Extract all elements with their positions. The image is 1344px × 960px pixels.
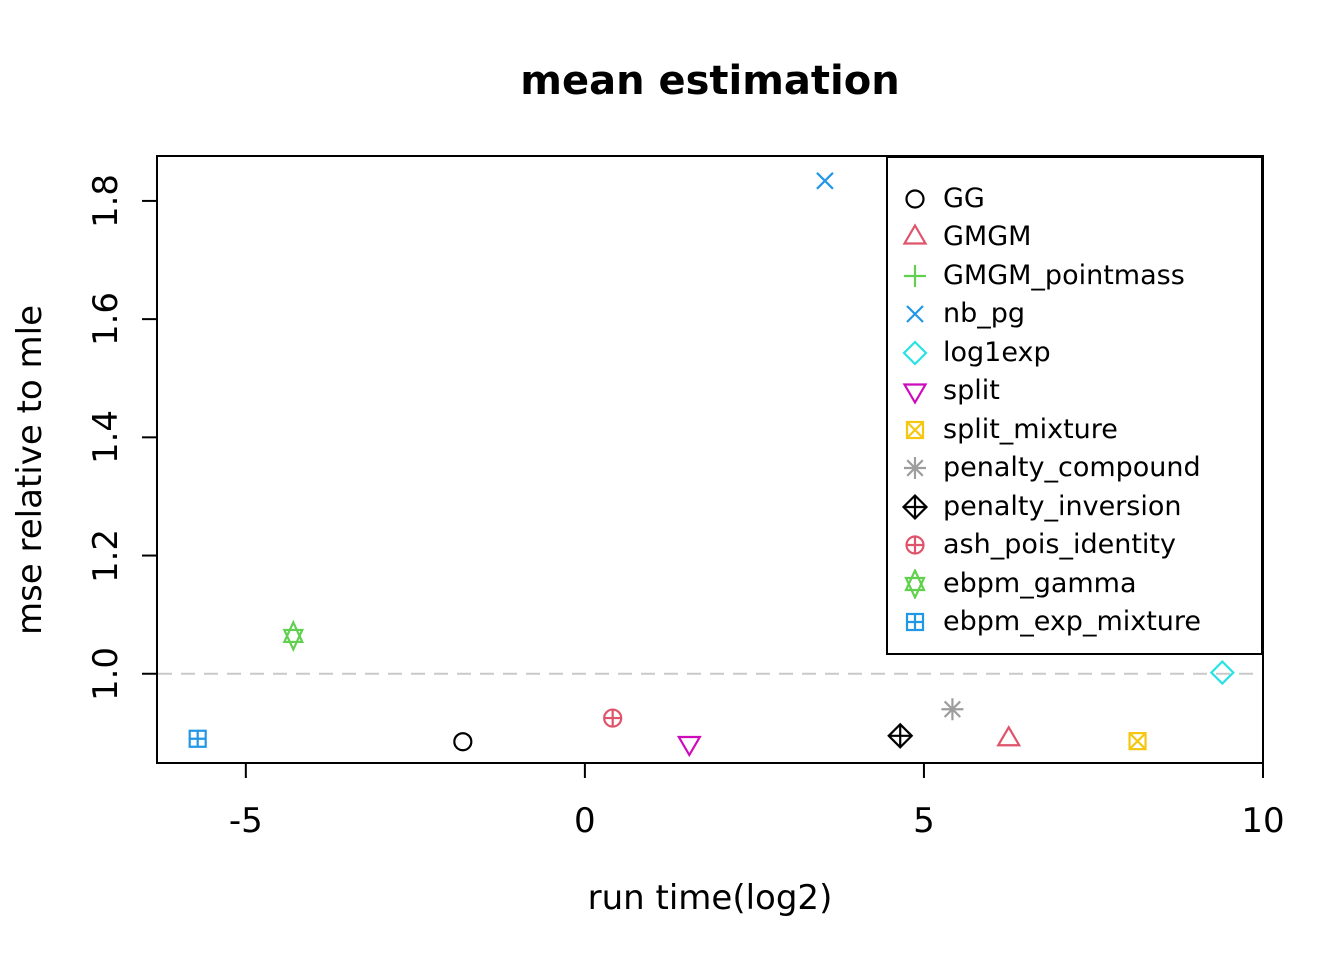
y-tick-label: 1.2 (86, 528, 126, 583)
legend-item-label: log1exp (943, 336, 1051, 368)
legend-item: log1exp (888, 334, 1261, 372)
legend-item: ash_pois_identity (888, 526, 1261, 564)
y-tick-label: 1.8 (86, 173, 126, 228)
data-point-marker (188, 729, 207, 748)
y-tick-label: 1.4 (86, 410, 126, 465)
chart-title: mean estimation (520, 58, 900, 104)
star-of-david-legend-icon (900, 567, 930, 603)
plot-border (156, 155, 1264, 764)
square-x-legend-icon (900, 415, 930, 449)
diamond-plus-legend-icon (900, 492, 930, 526)
square-plus-legend-icon (900, 607, 930, 641)
data-point-marker (453, 732, 473, 752)
legend-item: GMGM_pointmass (888, 257, 1261, 295)
data-point-marker (1209, 660, 1235, 686)
x-tick-label: 10 (1241, 801, 1285, 841)
x-axis-label: run time(log2) (587, 878, 833, 918)
x-legend-icon (900, 299, 930, 333)
triangle-up-legend-icon (900, 222, 930, 256)
legend-item-label: penalty_inversion (943, 490, 1182, 522)
y-tick-label: 1.6 (86, 292, 126, 347)
triangle-down-legend-icon (900, 376, 930, 410)
data-point-marker (282, 619, 305, 653)
data-point-marker (941, 698, 964, 721)
legend-item-label: split (943, 375, 1000, 407)
circle-plus-legend-icon (900, 530, 930, 564)
x-tick-label: -5 (228, 801, 263, 841)
legend-item-label: GG (943, 183, 985, 214)
data-point-marker (603, 708, 623, 728)
legend-item: ebpm_exp_mixture (888, 603, 1261, 641)
axis-ticks (142, 199, 1264, 778)
legend-item-label: ebpm_gamma (943, 567, 1137, 599)
asterisk-legend-icon (900, 453, 930, 487)
legend-item-label: nb_pg (943, 298, 1026, 330)
plus-legend-icon (900, 261, 930, 295)
legend-item-label: penalty_compound (943, 452, 1201, 484)
diamond-legend-icon (900, 338, 930, 372)
legend-item: GG (888, 180, 1261, 218)
legend: GG GMGM GMGM_pointmass nb_pg log1exp split spl… (886, 156, 1263, 655)
legend-item: ebpm_gamma (888, 565, 1261, 603)
legend-item-label: split_mixture (943, 413, 1118, 445)
x-tick-label: 5 (913, 801, 935, 841)
legend-item-label: ebpm_exp_mixture (943, 605, 1202, 637)
x-tick-label: 0 (574, 801, 596, 841)
data-point-marker (887, 722, 914, 749)
legend-item-label: GMGM (943, 221, 1032, 253)
data-point-marker (816, 172, 834, 190)
data-point-marker (1128, 732, 1147, 751)
legend-item: split_mixture (888, 411, 1261, 449)
legend-item-label: ash_pois_identity (943, 529, 1176, 561)
legend-item-label: GMGM_pointmass (943, 259, 1185, 291)
legend-item: split (888, 372, 1261, 410)
legend-item: penalty_compound (888, 449, 1261, 487)
circle-legend-icon (900, 184, 930, 218)
legend-item: penalty_inversion (888, 488, 1261, 526)
y-tick-label: 1.0 (86, 646, 126, 701)
legend-item: GMGM (888, 218, 1261, 256)
y-axis-label: mse relative to mle (10, 304, 50, 636)
legend-item: nb_pg (888, 295, 1261, 333)
data-points (188, 172, 1235, 758)
data-point-marker (996, 725, 1022, 747)
data-point-marker (676, 735, 702, 758)
